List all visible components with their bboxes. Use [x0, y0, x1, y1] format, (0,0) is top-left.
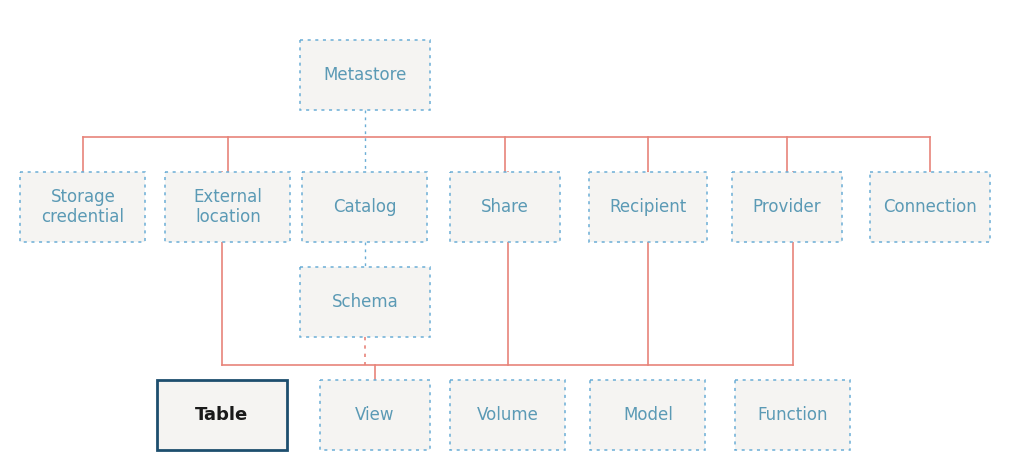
FancyBboxPatch shape	[320, 380, 430, 450]
FancyBboxPatch shape	[732, 172, 842, 242]
FancyBboxPatch shape	[589, 172, 707, 242]
Text: Recipient: Recipient	[609, 198, 686, 216]
Text: Provider: Provider	[753, 198, 821, 216]
Text: Function: Function	[758, 406, 828, 424]
FancyBboxPatch shape	[300, 267, 430, 337]
Text: Table: Table	[195, 406, 249, 424]
FancyBboxPatch shape	[302, 172, 427, 242]
Text: External
location: External location	[194, 188, 263, 227]
Text: Storage
credential: Storage credential	[42, 188, 125, 227]
Text: View: View	[355, 406, 395, 424]
FancyBboxPatch shape	[165, 172, 290, 242]
Text: Share: Share	[481, 198, 529, 216]
Text: Metastore: Metastore	[324, 66, 407, 84]
FancyBboxPatch shape	[736, 380, 851, 450]
FancyBboxPatch shape	[300, 40, 430, 110]
Text: Volume: Volume	[477, 406, 539, 424]
FancyBboxPatch shape	[591, 380, 705, 450]
Text: Schema: Schema	[332, 293, 398, 311]
Text: Connection: Connection	[883, 198, 976, 216]
Text: Model: Model	[623, 406, 673, 424]
FancyBboxPatch shape	[450, 172, 560, 242]
FancyBboxPatch shape	[870, 172, 990, 242]
FancyBboxPatch shape	[157, 380, 287, 450]
Text: Catalog: Catalog	[333, 198, 397, 216]
FancyBboxPatch shape	[451, 380, 565, 450]
FancyBboxPatch shape	[20, 172, 145, 242]
